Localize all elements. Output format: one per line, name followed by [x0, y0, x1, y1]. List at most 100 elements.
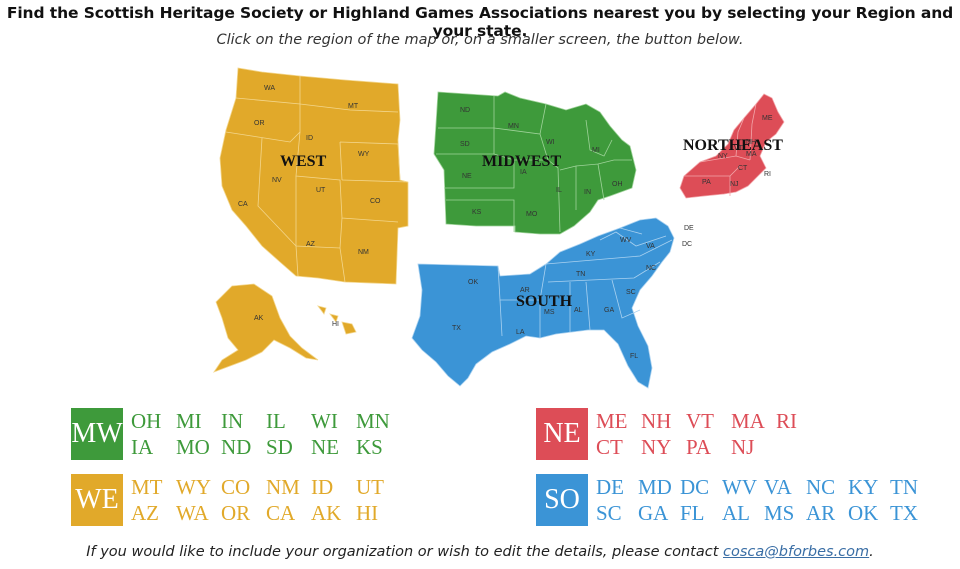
state-link-or[interactable]: OR: [221, 501, 251, 525]
west-button[interactable]: WE: [71, 474, 123, 526]
svg-text:CT: CT: [738, 165, 748, 172]
svg-text:DE: DE: [684, 225, 694, 232]
state-link-ms[interactable]: MS: [764, 501, 795, 525]
state-link-tn[interactable]: TN: [890, 475, 918, 499]
state-link-az[interactable]: AZ: [131, 501, 159, 525]
state-link-mn[interactable]: MN: [356, 409, 390, 433]
state-link-ca[interactable]: CA: [266, 501, 296, 525]
us-region-map: WA OR ID MT WY NV UT CO CA AZ NM AK HI WEST ND MN…: [212, 67, 785, 389]
state-link-vt[interactable]: VT: [686, 409, 714, 433]
state-link-ga[interactable]: GA: [638, 501, 669, 525]
state-link-nh[interactable]: NH: [641, 409, 672, 433]
south-button[interactable]: SO: [536, 474, 588, 526]
midwest-state-borders: [436, 96, 632, 233]
state-link-ny[interactable]: NY: [641, 435, 672, 459]
state-link-ct[interactable]: CT: [596, 435, 623, 459]
midwest-state-links: OH MI IN IL WI MN IA MO ND SD NE KS: [131, 408, 401, 460]
svg-text:AR: AR: [520, 287, 530, 294]
svg-text:MI: MI: [592, 147, 600, 154]
page-title: Find the Scottish Heritage Society or Hi…: [6, 4, 954, 40]
west-region-shape: [219, 67, 409, 285]
svg-text:IN: IN: [584, 189, 591, 196]
state-link-wy[interactable]: WY: [176, 475, 211, 499]
midwest-region-label: MIDWEST: [482, 153, 561, 170]
svg-text:MO: MO: [526, 211, 538, 218]
state-link-md[interactable]: MD: [638, 475, 672, 499]
state-link-tx[interactable]: TX: [890, 501, 918, 525]
state-link-mt[interactable]: MT: [131, 475, 163, 499]
south-region[interactable]: DE DC WV VA KY NC TN OK AR SC GA AL MS LA TX FL SO…: [411, 217, 694, 389]
svg-text:WY: WY: [358, 151, 370, 158]
contact-email-link[interactable]: cosca@bforbes.com: [723, 544, 870, 560]
south-state-abbreviations: DE DC WV VA KY NC TN OK AR SC GA AL MS LA TX FL: [452, 225, 694, 360]
west-region[interactable]: WA OR ID MT WY NV UT CO CA AZ NM AK HI WEST: [212, 67, 409, 373]
state-link-nj[interactable]: NJ: [731, 435, 755, 459]
svg-text:NC: NC: [646, 265, 656, 272]
south-region-shape: [411, 217, 675, 389]
svg-text:VA: VA: [646, 243, 655, 250]
state-link-ma[interactable]: MA: [731, 409, 765, 433]
contact-note-end: .: [869, 544, 874, 560]
state-link-ar[interactable]: AR: [806, 501, 836, 525]
state-link-mo[interactable]: MO: [176, 435, 210, 459]
state-link-de[interactable]: DE: [596, 475, 624, 499]
midwest-button[interactable]: MW: [71, 408, 123, 460]
state-link-ak[interactable]: AK: [311, 501, 342, 525]
svg-text:NJ: NJ: [730, 181, 739, 188]
svg-text:KY: KY: [586, 251, 596, 258]
svg-text:IL: IL: [556, 187, 562, 194]
svg-text:SD: SD: [460, 141, 470, 148]
svg-text:AZ: AZ: [306, 241, 316, 248]
northeast-region-label: NORTHEAST: [683, 137, 783, 154]
state-link-al[interactable]: AL: [722, 501, 750, 525]
state-link-il[interactable]: IL: [266, 409, 286, 433]
svg-text:WV: WV: [620, 237, 632, 244]
svg-text:WA: WA: [264, 85, 275, 92]
svg-text:TN: TN: [576, 271, 585, 278]
svg-text:LA: LA: [516, 329, 525, 336]
state-link-va[interactable]: VA: [764, 475, 792, 499]
svg-text:AK: AK: [254, 315, 264, 322]
northeast-button[interactable]: NE: [536, 408, 588, 460]
state-link-pa[interactable]: PA: [686, 435, 711, 459]
west-state-abbreviations: WA OR ID MT WY NV UT CO CA AZ NM AK HI: [238, 85, 381, 328]
midwest-legend: MW OH MI IN IL WI MN IA MO ND SD NE KS: [71, 408, 401, 460]
svg-text:WI: WI: [546, 139, 555, 146]
svg-text:ND: ND: [460, 107, 470, 114]
svg-text:MT: MT: [348, 103, 359, 110]
state-link-id[interactable]: ID: [311, 475, 334, 499]
northeast-legend: NE ME NH VT MA RI CT NY PA NJ: [536, 408, 821, 460]
state-link-in[interactable]: IN: [221, 409, 244, 433]
svg-text:TX: TX: [452, 325, 461, 332]
state-link-ut[interactable]: UT: [356, 475, 384, 499]
state-link-nm[interactable]: NM: [266, 475, 300, 499]
midwest-region[interactable]: ND MN SD WI MI NE IA IL IN OH KS MO MIDWEST: [433, 91, 637, 235]
svg-text:ME: ME: [762, 115, 773, 122]
state-link-me[interactable]: ME: [596, 409, 628, 433]
state-link-ne[interactable]: NE: [311, 435, 339, 459]
state-link-nc[interactable]: NC: [806, 475, 836, 499]
state-link-ky[interactable]: KY: [848, 475, 879, 499]
state-link-wv[interactable]: WV: [722, 475, 757, 499]
svg-text:NE: NE: [462, 173, 472, 180]
state-link-ia[interactable]: IA: [131, 435, 154, 459]
state-link-sd[interactable]: SD: [266, 435, 293, 459]
state-link-fl[interactable]: FL: [680, 501, 705, 525]
state-link-mi[interactable]: MI: [176, 409, 202, 433]
state-link-co[interactable]: CO: [221, 475, 251, 499]
state-link-oh[interactable]: OH: [131, 409, 162, 433]
state-link-sc[interactable]: SC: [596, 501, 622, 525]
svg-text:OH: OH: [612, 181, 623, 188]
state-link-hi[interactable]: HI: [356, 501, 379, 525]
svg-text:GA: GA: [604, 307, 614, 314]
state-link-wa[interactable]: WA: [176, 501, 209, 525]
state-link-ks[interactable]: KS: [356, 435, 383, 459]
state-link-wi[interactable]: WI: [311, 409, 338, 433]
state-link-dc[interactable]: DC: [680, 475, 710, 499]
state-link-ri[interactable]: RI: [776, 409, 797, 433]
state-link-nd[interactable]: ND: [221, 435, 252, 459]
svg-text:RI: RI: [764, 171, 771, 178]
state-link-ok[interactable]: OK: [848, 501, 879, 525]
